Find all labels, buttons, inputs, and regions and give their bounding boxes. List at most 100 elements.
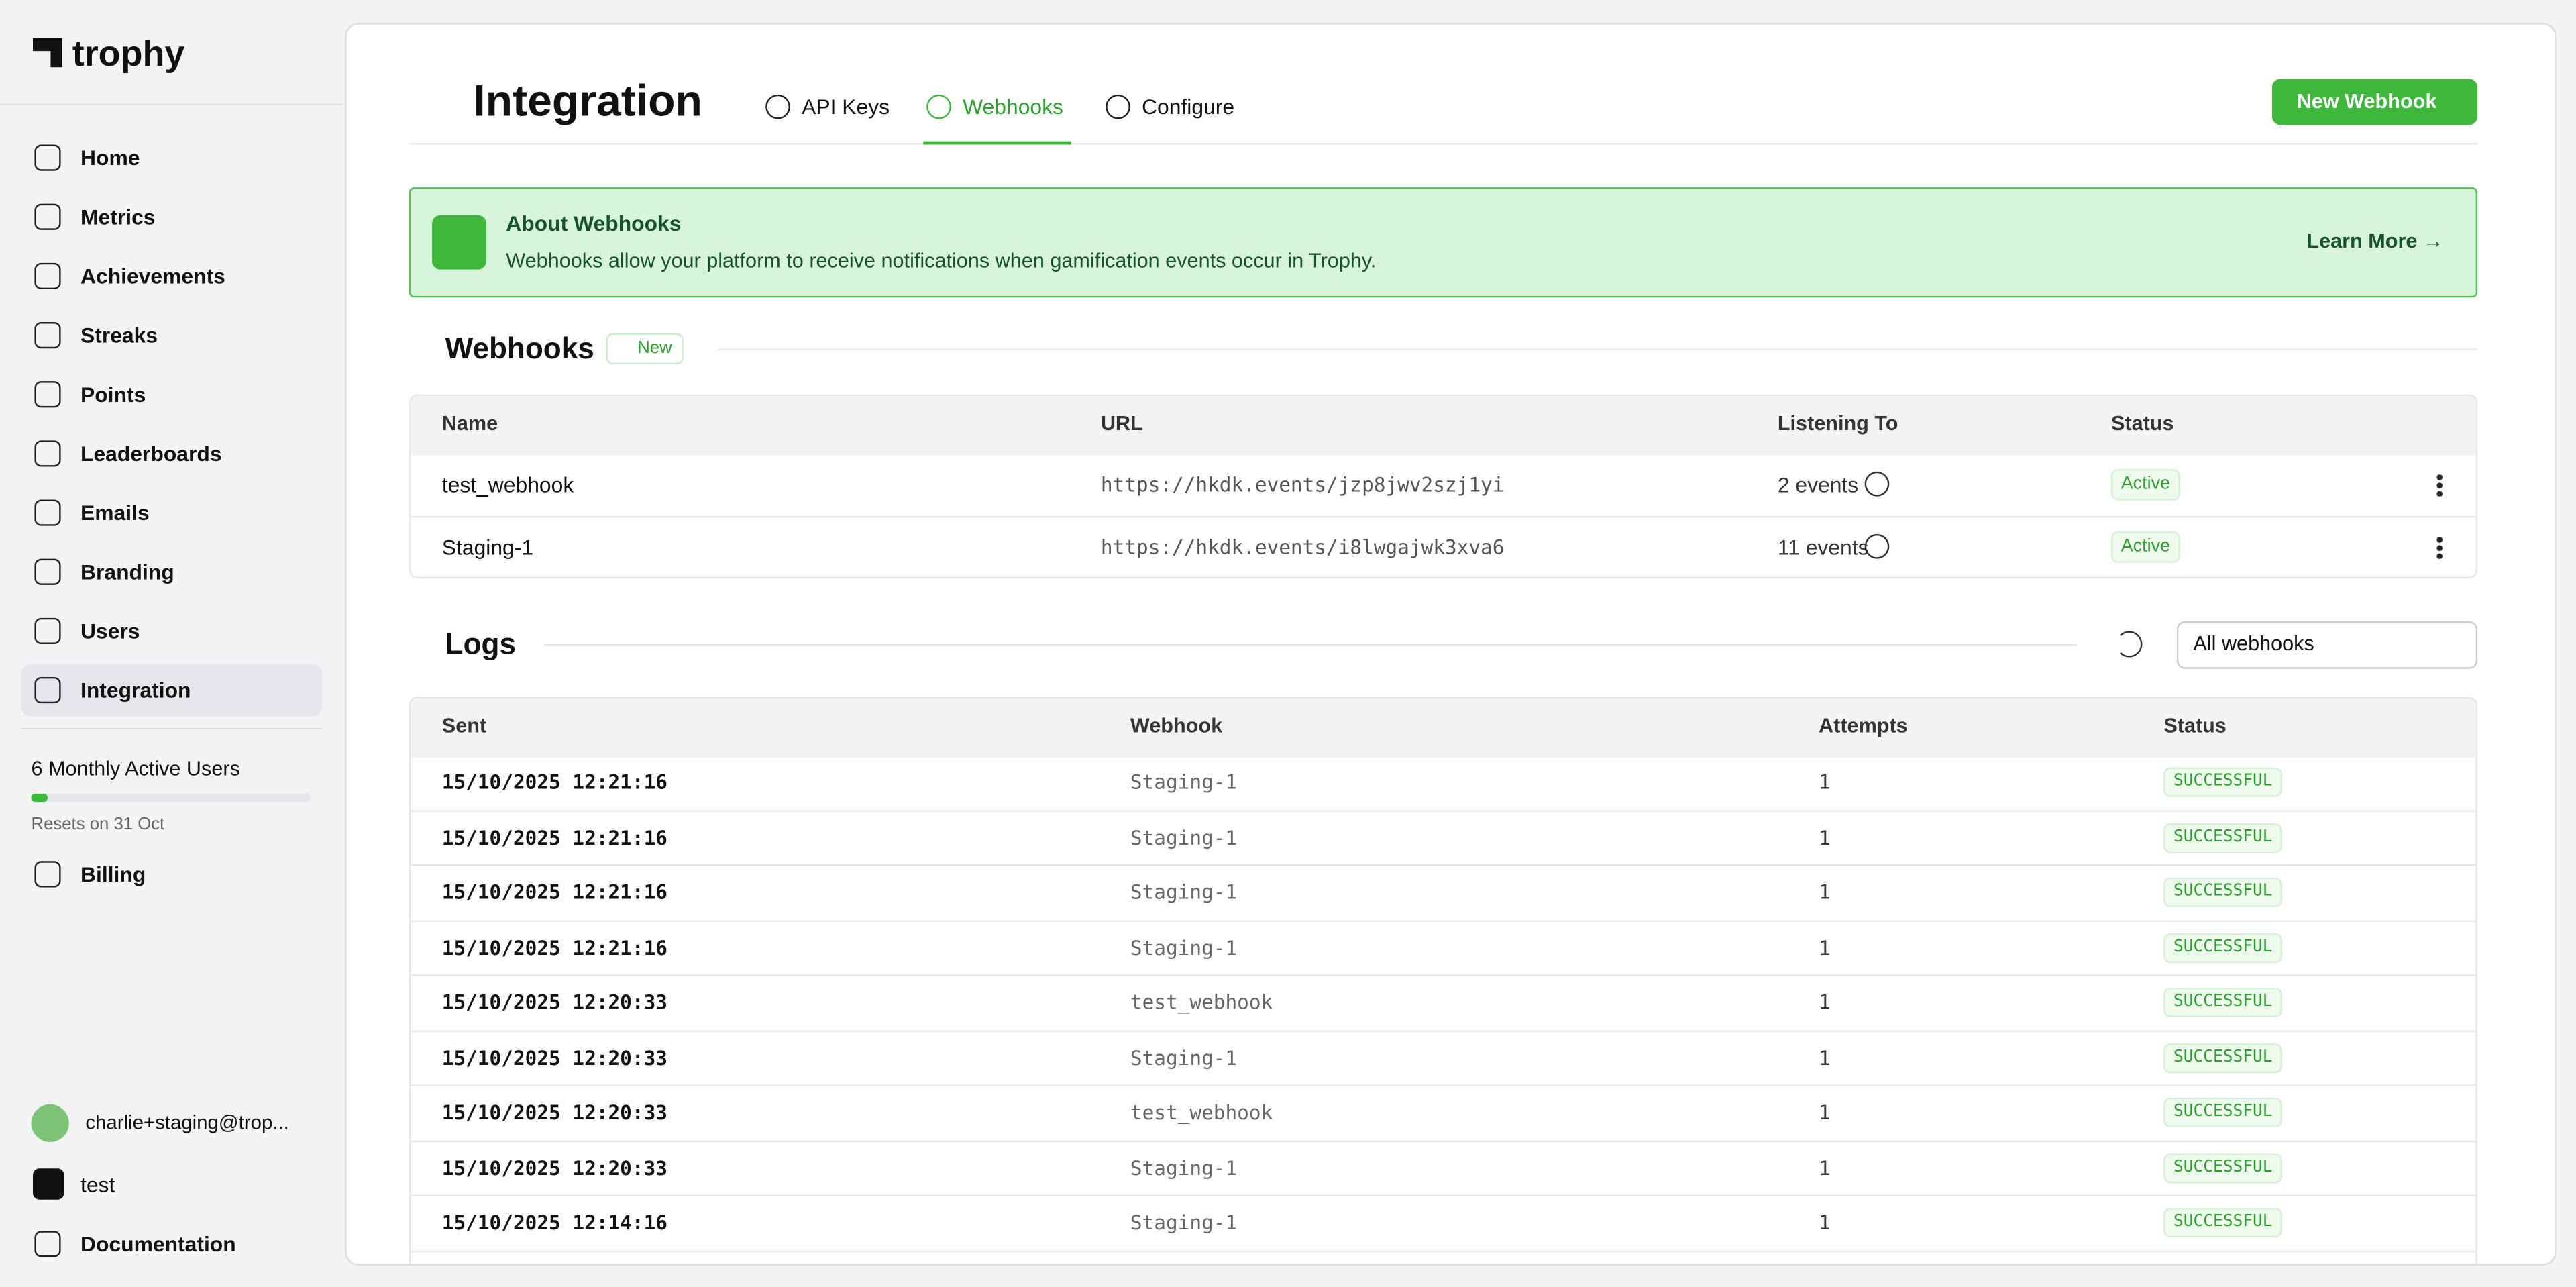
cell: SUCCESSFUL [2163, 767, 2283, 797]
column-header: Name [441, 412, 498, 435]
tab[interactable]: Webhooks [963, 94, 1063, 119]
icon [34, 440, 61, 467]
nav-item[interactable]: Branding [80, 559, 174, 584]
cell: https://hkdk.events/i8lwgajwk3xva6 [1100, 535, 1505, 558]
nav-active [21, 664, 323, 717]
icon [34, 144, 61, 171]
brand-mark [32, 38, 63, 68]
cell: 15/10/2025 12:14:16 [441, 1211, 667, 1235]
cell: 1 [1819, 1100, 1831, 1125]
divider [21, 727, 323, 730]
filter-select[interactable] [2176, 621, 2478, 669]
logs-table [409, 697, 2478, 1264]
icon [34, 558, 61, 585]
row-menu[interactable] [2436, 535, 2443, 558]
user[interactable]: charlie+staging@trop... [85, 1111, 289, 1134]
billing[interactable]: Billing [80, 862, 146, 887]
cell: Staging-1 [1130, 880, 1238, 904]
icon [34, 203, 61, 230]
nav-item[interactable]: Achievements [80, 264, 225, 289]
cell: SUCCESSFUL [2163, 1152, 2283, 1183]
icon [34, 676, 61, 704]
button-label[interactable]: New Webhook [2296, 90, 2437, 113]
cell: 15/10/2025 12:21:16 [441, 825, 667, 849]
cell: Staging-1 [1130, 825, 1238, 849]
tab-underline [923, 141, 1071, 145]
org[interactable]: test [80, 1172, 115, 1198]
cell: Staging-1 [1130, 1155, 1238, 1180]
cell: 1 [1819, 1045, 1831, 1070]
cell: 1 [1819, 935, 1831, 959]
icon [34, 499, 61, 526]
column-header: Status [2163, 714, 2226, 737]
cell: 15/10/2025 12:20:33 [441, 1045, 667, 1070]
filter-value[interactable]: All webhooks [2193, 632, 2314, 656]
nav-item[interactable]: Points [80, 382, 146, 407]
cell: Staging-1 [1130, 1045, 1238, 1070]
nav-item[interactable]: Streaks [80, 323, 158, 348]
icon [1106, 94, 1130, 119]
tab[interactable]: Configure [1142, 94, 1235, 119]
cell: SUCCESSFUL [2163, 932, 2283, 962]
row-border [411, 864, 2476, 866]
divider [409, 143, 2478, 145]
column-header: Webhook [1130, 714, 1223, 737]
nav-item[interactable]: Home [80, 145, 140, 170]
tab[interactable]: API Keys [802, 94, 890, 119]
icon [765, 94, 790, 119]
cell: SUCCESSFUL [2163, 877, 2283, 907]
nav-item[interactable]: Emails [80, 500, 150, 525]
nav-item[interactable]: Leaderboards [80, 441, 222, 466]
section-title: Logs [445, 627, 516, 661]
nav-item[interactable]: Users [80, 619, 140, 644]
usage-bar [31, 793, 311, 803]
cell: Staging-1 [1130, 1211, 1238, 1235]
page-title: Integration [473, 76, 702, 126]
column-header: Listening To [1777, 412, 1898, 435]
divider [0, 103, 343, 105]
section-title: Webhooks [445, 331, 594, 365]
cell: 15/10/2025 12:21:16 [441, 770, 667, 794]
divider [718, 348, 2478, 350]
org-icon [32, 1168, 64, 1200]
icon [926, 94, 951, 119]
cell: https://hkdk.events/jzp8jwv2szj1yi [1100, 473, 1505, 497]
banner [409, 187, 2478, 298]
cell: 15/10/2025 12:20:33 [441, 1155, 667, 1180]
cell: 15/10/2025 12:21:16 [441, 880, 667, 904]
cell: SUCCESSFUL [2163, 987, 2283, 1017]
cell: SUCCESSFUL [2163, 822, 2283, 852]
usage: 6 Monthly Active Users [31, 757, 240, 780]
cell: 1 [1819, 880, 1831, 904]
column-header: Status [2110, 412, 2174, 435]
cell: SUCCESSFUL [2163, 1097, 2283, 1128]
nav-item[interactable]: Metrics [80, 204, 156, 229]
new-webhook-button[interactable] [2271, 79, 2478, 125]
cell: Staging-1 [441, 533, 534, 559]
banner-icon [432, 215, 486, 270]
row-border [411, 919, 2476, 921]
cell: 11 events [1777, 533, 1869, 559]
divider [543, 644, 2077, 646]
cell: 1 [1819, 770, 1831, 794]
icon [34, 861, 61, 888]
banner-text: Webhooks allow your platform to receive … [506, 249, 1377, 272]
cell: test_webhook [1130, 1100, 1273, 1125]
cell: 1 [1819, 825, 1831, 849]
docs[interactable]: Documentation [80, 1231, 236, 1257]
refresh[interactable] [2116, 631, 2143, 658]
icon [34, 262, 61, 290]
resets: Resets on 31 Oct [31, 815, 165, 835]
learn-more[interactable]: Learn More → [2306, 229, 2444, 253]
icon [34, 381, 61, 408]
cell: 2 events [1777, 472, 1859, 497]
icon [34, 1231, 61, 1257]
row-border [411, 1084, 2476, 1086]
row-border [411, 515, 2476, 517]
row-menu[interactable] [2436, 473, 2443, 497]
help-icon [1864, 471, 1890, 497]
nav-item[interactable]: Integration [80, 678, 191, 703]
row-border [411, 1249, 2476, 1251]
